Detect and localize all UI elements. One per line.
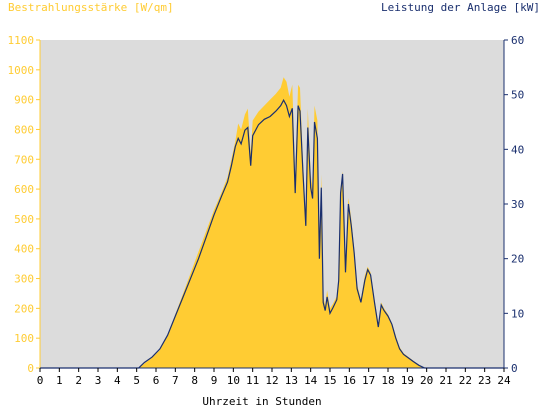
x-tick-label: 19 [401, 374, 414, 387]
left-tick-label: 400 [14, 243, 34, 256]
left-tick-label: 600 [14, 183, 34, 196]
x-tick-label: 18 [381, 374, 394, 387]
left-tick-label: 900 [14, 94, 34, 107]
left-tick-label: 200 [14, 302, 34, 315]
right-axis-title: Leistung der Anlage [kW] [381, 1, 540, 14]
x-tick-label: 9 [211, 374, 218, 387]
right-tick-label: 0 [511, 362, 518, 375]
left-axis-title: Bestrahlungsstärke [W/qm] [8, 1, 174, 14]
right-tick-label: 60 [511, 34, 524, 47]
x-tick-label: 17 [362, 374, 375, 387]
right-tick-label: 20 [511, 253, 524, 266]
x-tick-label: 23 [478, 374, 491, 387]
left-tick-label: 100 [14, 332, 34, 345]
right-tick-label: 10 [511, 307, 524, 320]
x-tick-label: 4 [114, 374, 121, 387]
x-tick-label: 7 [172, 374, 179, 387]
left-tick-label: 700 [14, 153, 34, 166]
power-line [40, 98, 504, 369]
x-tick-label: 14 [304, 374, 318, 387]
x-tick-label: 12 [265, 374, 278, 387]
x-axis-ticks: 0 1 2 3 4 5 6 7 8 9 10 11 12 13 14 15 16 17 18 19 20 21 22 23 24 [37, 368, 511, 387]
right-tick-label: 50 [511, 89, 524, 102]
x-tick-label: 13 [285, 374, 298, 387]
x-tick-label: 11 [246, 374, 259, 387]
left-tick-label: 1000 [8, 64, 35, 77]
left-tick-label: 800 [14, 123, 34, 136]
x-axis-title: Uhrzeit in Stunden [202, 395, 321, 408]
right-tick-label: 30 [511, 198, 524, 211]
right-tick-label: 40 [511, 143, 524, 156]
x-tick-label: 5 [133, 374, 140, 387]
irradiance-area [40, 77, 504, 369]
left-tick-label: 500 [14, 213, 34, 226]
x-tick-label: 21 [439, 374, 452, 387]
x-tick-label: 1 [56, 374, 63, 387]
left-tick-label: 0 [27, 362, 34, 375]
x-tick-label: 6 [153, 374, 160, 387]
left-tick-label: 300 [14, 273, 34, 286]
x-tick-label: 20 [420, 374, 433, 387]
x-tick-label: 10 [227, 374, 240, 387]
x-tick-label: 24 [497, 374, 511, 387]
x-tick-label: 15 [323, 374, 336, 387]
x-tick-label: 2 [75, 374, 82, 387]
x-tick-label: 3 [95, 374, 102, 387]
left-tick-label: 1100 [8, 34, 35, 47]
x-tick-label: 8 [191, 374, 198, 387]
x-tick-label: 0 [37, 374, 44, 387]
x-tick-label: 22 [459, 374, 472, 387]
x-tick-label: 16 [343, 374, 356, 387]
left-axis-ticks: 0 100 200 300 400 500 600 700 800 900 1000 1100 [8, 34, 40, 375]
right-axis-ticks: 0 10 20 30 40 50 60 [504, 34, 524, 375]
